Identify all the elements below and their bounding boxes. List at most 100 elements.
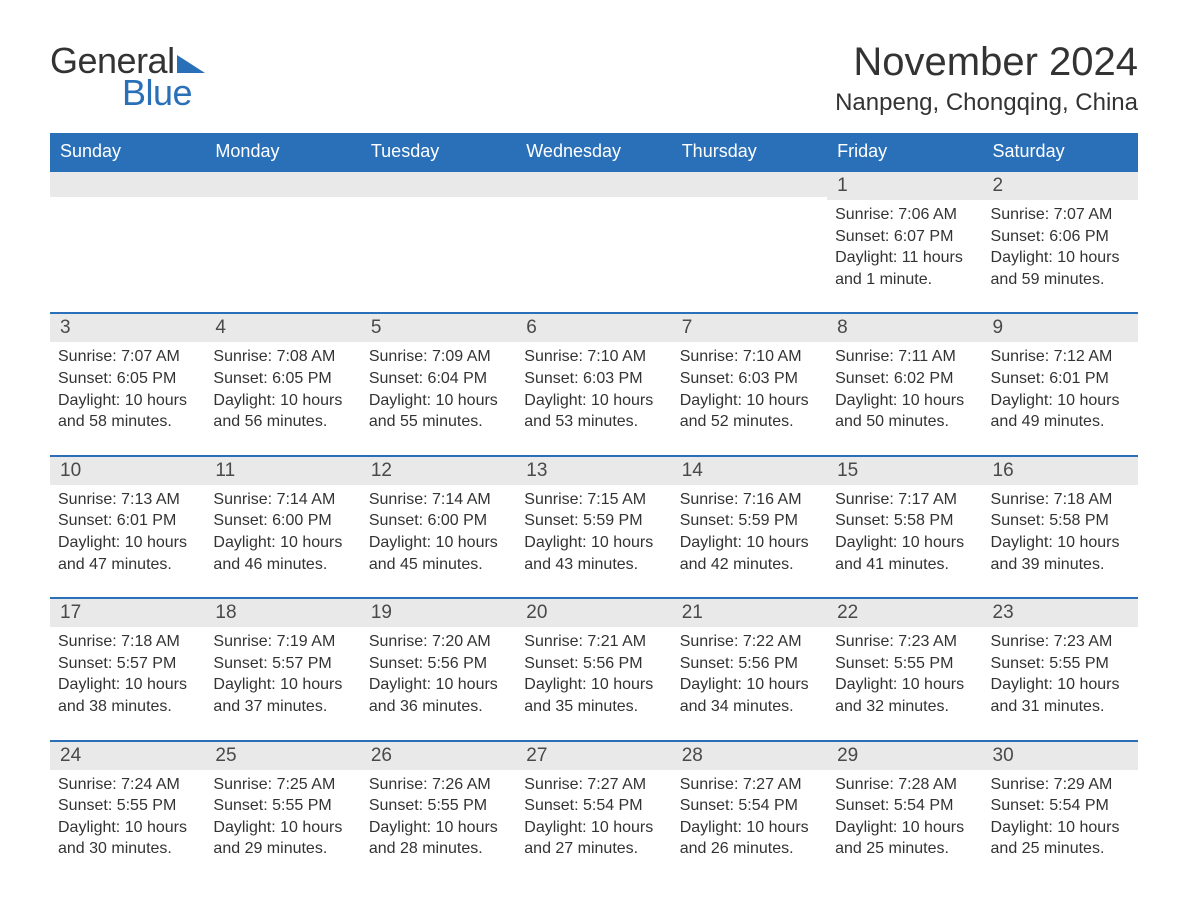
calendar-day: 29Sunrise: 7:28 AMSunset: 5:54 PMDayligh… bbox=[827, 740, 982, 882]
month-title: November 2024 bbox=[835, 40, 1138, 85]
calendar-day: 20Sunrise: 7:21 AMSunset: 5:56 PMDayligh… bbox=[516, 597, 671, 739]
sunset-line: Sunset: 6:07 PM bbox=[835, 226, 974, 248]
day-number-row: 13 bbox=[516, 455, 671, 485]
calendar-day: 4Sunrise: 7:08 AMSunset: 6:05 PMDaylight… bbox=[205, 312, 360, 454]
calendar-day: 22Sunrise: 7:23 AMSunset: 5:55 PMDayligh… bbox=[827, 597, 982, 739]
logo-triangle-icon bbox=[177, 55, 205, 73]
sunrise-line: Sunrise: 7:10 AM bbox=[524, 346, 663, 368]
calendar-day: 21Sunrise: 7:22 AMSunset: 5:56 PMDayligh… bbox=[672, 597, 827, 739]
day-number: 4 bbox=[215, 317, 226, 338]
day-number: 2 bbox=[993, 175, 1004, 196]
sunset-line: Sunset: 5:58 PM bbox=[835, 510, 974, 532]
daylight-line: Daylight: 10 hours and 47 minutes. bbox=[58, 532, 197, 575]
day-number-row: 16 bbox=[983, 455, 1138, 485]
day-number-row: 26 bbox=[361, 740, 516, 770]
calendar-day: 8Sunrise: 7:11 AMSunset: 6:02 PMDaylight… bbox=[827, 312, 982, 454]
daylight-line: Daylight: 10 hours and 49 minutes. bbox=[991, 390, 1130, 433]
day-number: 11 bbox=[215, 460, 235, 481]
day-number-row: 11 bbox=[205, 455, 360, 485]
daylight-line: Daylight: 10 hours and 25 minutes. bbox=[835, 817, 974, 860]
title-block: November 2024 Nanpeng, Chongqing, China bbox=[835, 40, 1138, 117]
sunset-line: Sunset: 5:56 PM bbox=[680, 653, 819, 675]
dow-cell: Friday bbox=[827, 133, 982, 170]
calendar-day: 27Sunrise: 7:27 AMSunset: 5:54 PMDayligh… bbox=[516, 740, 671, 882]
daylight-line: Daylight: 10 hours and 42 minutes. bbox=[680, 532, 819, 575]
blank-bar bbox=[205, 170, 360, 197]
daylight-line: Daylight: 10 hours and 25 minutes. bbox=[991, 817, 1130, 860]
sunset-line: Sunset: 6:00 PM bbox=[369, 510, 508, 532]
sunrise-line: Sunrise: 7:20 AM bbox=[369, 631, 508, 653]
calendar-day: 24Sunrise: 7:24 AMSunset: 5:55 PMDayligh… bbox=[50, 740, 205, 882]
calendar-day-blank bbox=[50, 170, 205, 312]
day-number-row: 5 bbox=[361, 312, 516, 342]
sunset-line: Sunset: 5:54 PM bbox=[835, 795, 974, 817]
day-number-row: 6 bbox=[516, 312, 671, 342]
sunrise-line: Sunrise: 7:14 AM bbox=[369, 489, 508, 511]
day-number-row: 27 bbox=[516, 740, 671, 770]
day-number-row: 12 bbox=[361, 455, 516, 485]
sunset-line: Sunset: 5:55 PM bbox=[835, 653, 974, 675]
sunrise-line: Sunrise: 7:23 AM bbox=[991, 631, 1130, 653]
day-number-row: 24 bbox=[50, 740, 205, 770]
day-number-row: 18 bbox=[205, 597, 360, 627]
day-number: 17 bbox=[60, 602, 81, 623]
calendar-day: 13Sunrise: 7:15 AMSunset: 5:59 PMDayligh… bbox=[516, 455, 671, 597]
calendar-day: 3Sunrise: 7:07 AMSunset: 6:05 PMDaylight… bbox=[50, 312, 205, 454]
day-number: 26 bbox=[371, 745, 392, 766]
day-number-row: 10 bbox=[50, 455, 205, 485]
day-number-row: 3 bbox=[50, 312, 205, 342]
dow-cell: Saturday bbox=[983, 133, 1138, 170]
sunrise-line: Sunrise: 7:11 AM bbox=[835, 346, 974, 368]
day-number-row: 22 bbox=[827, 597, 982, 627]
sunset-line: Sunset: 5:54 PM bbox=[991, 795, 1130, 817]
day-number: 29 bbox=[837, 745, 858, 766]
sunrise-line: Sunrise: 7:23 AM bbox=[835, 631, 974, 653]
day-number: 16 bbox=[993, 460, 1014, 481]
blank-bar bbox=[672, 170, 827, 197]
sunrise-line: Sunrise: 7:15 AM bbox=[524, 489, 663, 511]
day-number-row: 4 bbox=[205, 312, 360, 342]
day-number: 27 bbox=[526, 745, 547, 766]
sunrise-line: Sunrise: 7:10 AM bbox=[680, 346, 819, 368]
day-number: 24 bbox=[60, 745, 81, 766]
sunset-line: Sunset: 6:03 PM bbox=[680, 368, 819, 390]
sunset-line: Sunset: 5:57 PM bbox=[213, 653, 352, 675]
sunrise-line: Sunrise: 7:17 AM bbox=[835, 489, 974, 511]
day-number: 5 bbox=[371, 317, 382, 338]
day-number-row: 23 bbox=[983, 597, 1138, 627]
sunrise-line: Sunrise: 7:07 AM bbox=[991, 204, 1130, 226]
sunrise-line: Sunrise: 7:09 AM bbox=[369, 346, 508, 368]
sunrise-line: Sunrise: 7:29 AM bbox=[991, 774, 1130, 796]
daylight-line: Daylight: 10 hours and 39 minutes. bbox=[991, 532, 1130, 575]
sunrise-line: Sunrise: 7:26 AM bbox=[369, 774, 508, 796]
day-number-row: 28 bbox=[672, 740, 827, 770]
day-of-week-header: SundayMondayTuesdayWednesdayThursdayFrid… bbox=[50, 133, 1138, 170]
sunrise-line: Sunrise: 7:21 AM bbox=[524, 631, 663, 653]
sunrise-line: Sunrise: 7:06 AM bbox=[835, 204, 974, 226]
sunrise-line: Sunrise: 7:13 AM bbox=[58, 489, 197, 511]
calendar-day: 15Sunrise: 7:17 AMSunset: 5:58 PMDayligh… bbox=[827, 455, 982, 597]
daylight-line: Daylight: 10 hours and 59 minutes. bbox=[991, 247, 1130, 290]
day-number: 3 bbox=[60, 317, 71, 338]
day-number: 13 bbox=[526, 460, 547, 481]
calendar-day: 2Sunrise: 7:07 AMSunset: 6:06 PMDaylight… bbox=[983, 170, 1138, 312]
daylight-line: Daylight: 10 hours and 30 minutes. bbox=[58, 817, 197, 860]
calendar-day: 7Sunrise: 7:10 AMSunset: 6:03 PMDaylight… bbox=[672, 312, 827, 454]
day-number: 19 bbox=[371, 602, 392, 623]
calendar-day: 5Sunrise: 7:09 AMSunset: 6:04 PMDaylight… bbox=[361, 312, 516, 454]
header: General Blue November 2024 Nanpeng, Chon… bbox=[50, 40, 1138, 117]
sunset-line: Sunset: 5:59 PM bbox=[524, 510, 663, 532]
calendar-day-blank bbox=[672, 170, 827, 312]
daylight-line: Daylight: 10 hours and 52 minutes. bbox=[680, 390, 819, 433]
day-number: 9 bbox=[993, 317, 1004, 338]
calendar: SundayMondayTuesdayWednesdayThursdayFrid… bbox=[50, 133, 1138, 882]
day-number-row: 8 bbox=[827, 312, 982, 342]
dow-cell: Monday bbox=[205, 133, 360, 170]
day-number: 22 bbox=[837, 602, 858, 623]
calendar-day: 18Sunrise: 7:19 AMSunset: 5:57 PMDayligh… bbox=[205, 597, 360, 739]
sunrise-line: Sunrise: 7:14 AM bbox=[213, 489, 352, 511]
day-number-row: 25 bbox=[205, 740, 360, 770]
calendar-day: 9Sunrise: 7:12 AMSunset: 6:01 PMDaylight… bbox=[983, 312, 1138, 454]
sunrise-line: Sunrise: 7:22 AM bbox=[680, 631, 819, 653]
daylight-line: Daylight: 10 hours and 29 minutes. bbox=[213, 817, 352, 860]
